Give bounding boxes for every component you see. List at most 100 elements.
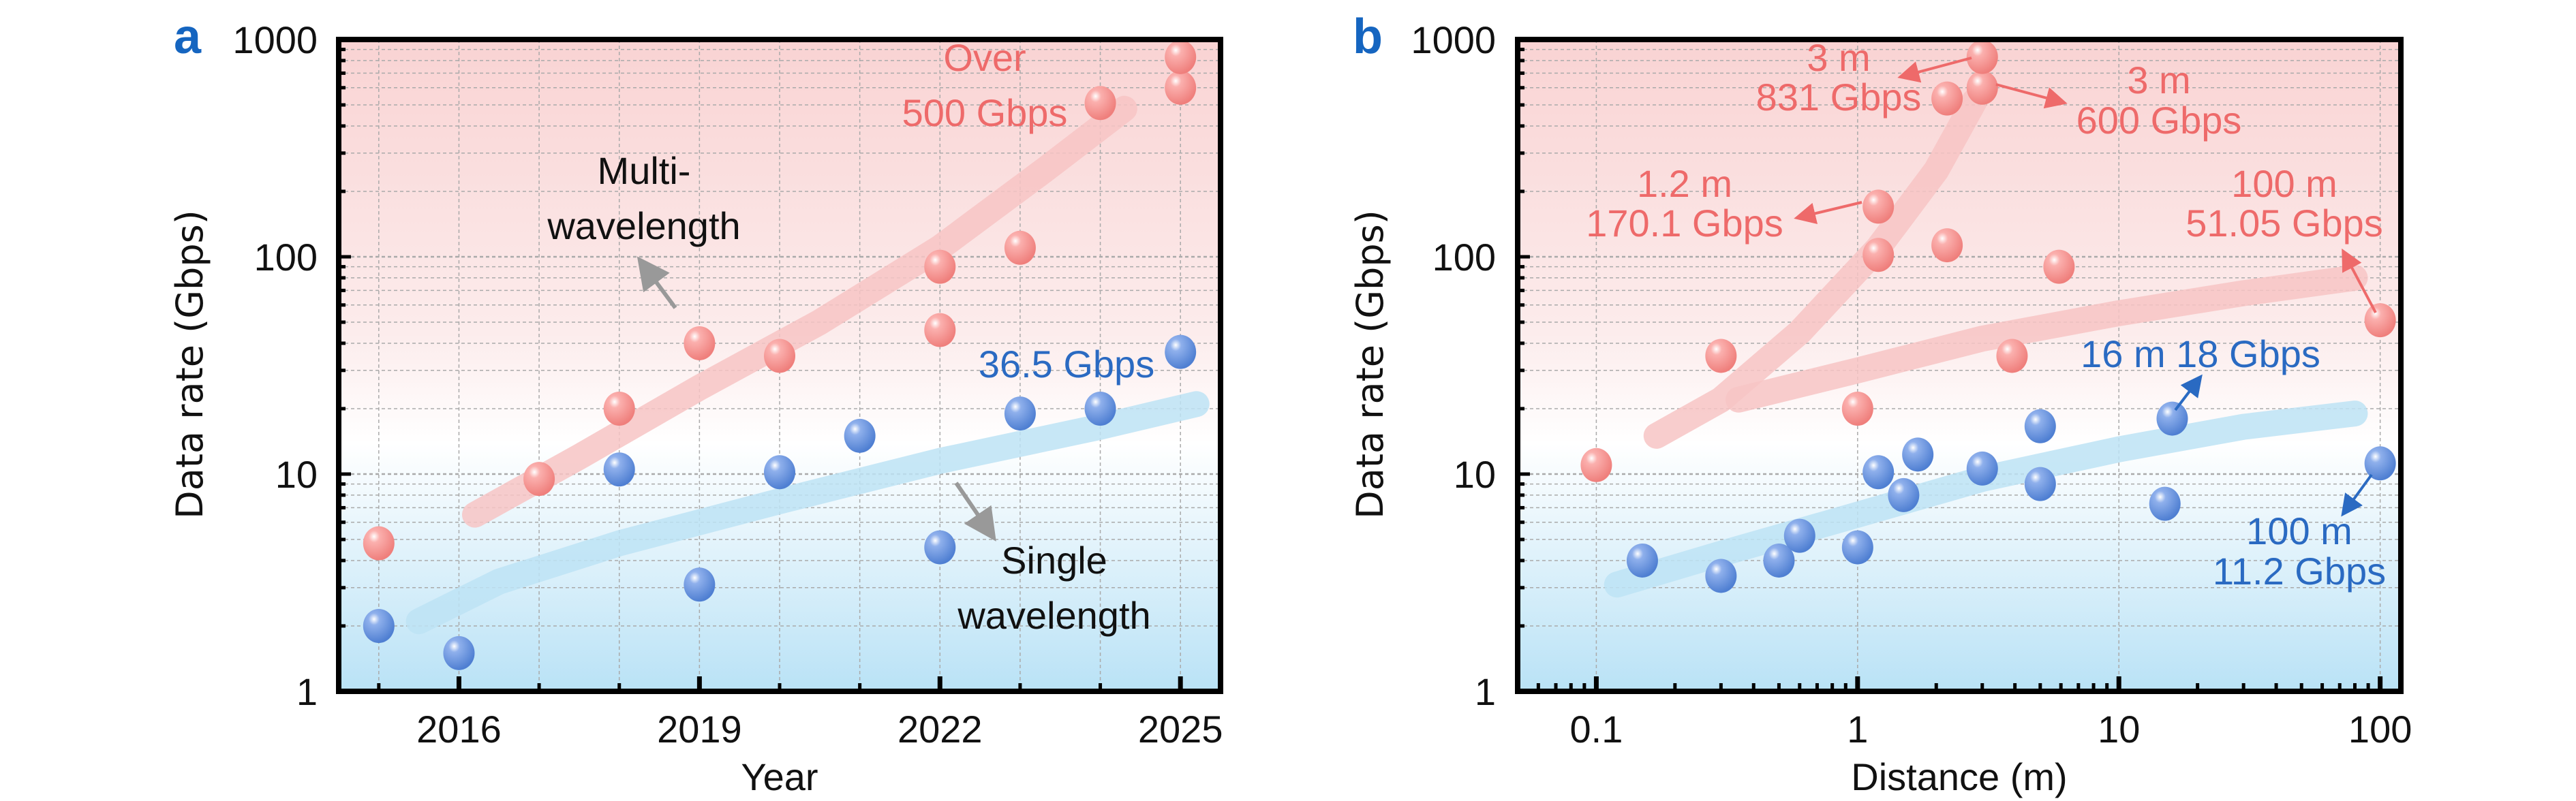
y-tick-label: 10 xyxy=(1454,453,1496,496)
data-point-single xyxy=(1165,334,1197,369)
panel-label-a: a xyxy=(174,10,202,64)
data-point-multi xyxy=(1996,339,2028,373)
plot-frame xyxy=(336,37,1223,694)
data-point-single xyxy=(844,418,876,453)
annotation-text: 600 Gbps xyxy=(2076,99,2242,142)
data-point-single xyxy=(1763,543,1795,578)
annotation-text: Over xyxy=(943,36,1026,79)
data-point-single xyxy=(924,530,956,565)
annotation-text: 170.1 Gbps xyxy=(1586,202,1783,245)
data-point-multi xyxy=(1966,70,1998,105)
data-point-multi xyxy=(764,339,795,373)
data-point-multi xyxy=(1580,447,1612,482)
data-point-single xyxy=(1966,451,1998,486)
data-point-multi xyxy=(1165,70,1197,105)
x-tick-label: 100 xyxy=(2348,708,2412,751)
annotation-text: 11.2 Gbps xyxy=(2213,550,2386,593)
chart-panel-a: 1 10 100 1000 2016 2019 2022 2025 Year Data rate … xyxy=(168,18,1223,798)
data-point-single xyxy=(2149,486,2181,521)
y-tick-label: 100 xyxy=(1432,236,1496,279)
annotation-arrow xyxy=(1897,57,1972,83)
x-tick-label: 1 xyxy=(1847,708,1868,751)
data-point-multi xyxy=(1084,86,1116,121)
data-point-single xyxy=(1084,391,1116,426)
x-tick-label: 2016 xyxy=(416,708,502,751)
annotation-text: 51.05 Gbps xyxy=(2186,202,2383,245)
annotation-arrow xyxy=(954,482,996,541)
annotation-text: 500 Gbps xyxy=(902,91,1068,134)
data-point-single xyxy=(1841,530,1873,565)
data-point-single xyxy=(2024,409,2056,443)
y-tick-label: 1000 xyxy=(232,18,318,61)
y-tick-label: 100 xyxy=(254,236,318,279)
annotation-arrow xyxy=(2174,374,2203,411)
plot-frame xyxy=(1515,37,2404,694)
y-axis-label: Data rate (Gbps) xyxy=(168,210,211,519)
x-tick-label: 2022 xyxy=(898,708,983,751)
x-tick-label: 10 xyxy=(2098,708,2140,751)
annotation-text: 36.5 Gbps xyxy=(979,343,1154,386)
annotation-arrow xyxy=(1794,201,1862,224)
data-point-single xyxy=(1004,396,1036,431)
annotation-arrow xyxy=(637,256,677,309)
data-point-single xyxy=(1862,455,1895,490)
data-point-single xyxy=(1705,559,1737,593)
data-point-single xyxy=(764,455,795,490)
data-point-single xyxy=(603,452,635,487)
data-point-single xyxy=(1902,437,1934,472)
data-point-single xyxy=(2024,467,2056,501)
data-point-single xyxy=(2156,401,2188,436)
y-tick-label: 1 xyxy=(1475,670,1496,713)
trend-band-multi xyxy=(1643,88,1988,449)
trend-band-multi xyxy=(1726,264,2368,413)
data-point-multi xyxy=(1841,391,1873,426)
annotation-text: 3 m xyxy=(1807,36,1870,79)
annotation-text: 831 Gbps xyxy=(1756,76,1922,119)
data-point-single xyxy=(1888,477,1920,512)
annotation-text: 100 m xyxy=(2231,162,2337,205)
data-point-multi xyxy=(1862,189,1895,224)
data-point-multi xyxy=(1705,339,1737,373)
annotation-text: 16 m 18 Gbps xyxy=(2081,332,2320,375)
trend-band-multi xyxy=(461,95,1137,528)
data-point-single xyxy=(363,608,395,643)
annotation-text: 100 m xyxy=(2246,509,2352,552)
annotation-text: wavelength xyxy=(957,594,1150,637)
data-point-multi xyxy=(1862,238,1895,272)
data-point-multi xyxy=(1004,230,1036,265)
trend-band-single xyxy=(405,391,1210,635)
x-tick-label: 2025 xyxy=(1138,708,1223,751)
panel-label-b: b xyxy=(1353,10,1383,64)
data-point-multi xyxy=(2364,303,2396,338)
data-point-multi xyxy=(1931,81,1963,116)
data-point-multi xyxy=(2043,249,2075,284)
data-point-multi xyxy=(1931,228,1963,263)
x-axis-label: Distance (m) xyxy=(1851,755,2067,798)
data-point-multi xyxy=(523,462,555,497)
data-point-multi xyxy=(363,526,395,561)
data-point-multi xyxy=(1966,40,1998,74)
y-axis-label: Data rate (Gbps) xyxy=(1349,210,1392,519)
data-point-multi xyxy=(1165,40,1197,74)
data-point-single xyxy=(443,635,475,670)
x-tick-label: 2019 xyxy=(657,708,742,751)
annotation-arrow xyxy=(1995,83,2068,109)
x-axis-label: Year xyxy=(741,755,818,798)
data-point-single xyxy=(1783,518,1815,553)
annotation-text: Multi- xyxy=(598,149,691,192)
y-tick-label: 1 xyxy=(296,670,318,713)
data-point-single xyxy=(2364,446,2396,481)
x-tick-label: 0.1 xyxy=(1569,708,1623,751)
chart-panel-b: 1 10 100 1000 0.1 1 10 100 Distance (m) Data rate… xyxy=(1349,18,2412,798)
annotation-text: Single xyxy=(1001,539,1107,582)
annotation-text: wavelength xyxy=(547,204,740,247)
data-point-multi xyxy=(603,391,635,426)
y-tick-label: 1000 xyxy=(1411,18,1496,61)
annotation-text: 1.2 m xyxy=(1637,162,1732,205)
annotation-text: 3 m xyxy=(2127,59,2190,101)
data-point-multi xyxy=(924,313,956,347)
y-tick-label: 10 xyxy=(275,453,318,496)
data-point-multi xyxy=(924,249,956,284)
data-point-single xyxy=(684,567,716,602)
data-point-single xyxy=(1626,543,1658,578)
